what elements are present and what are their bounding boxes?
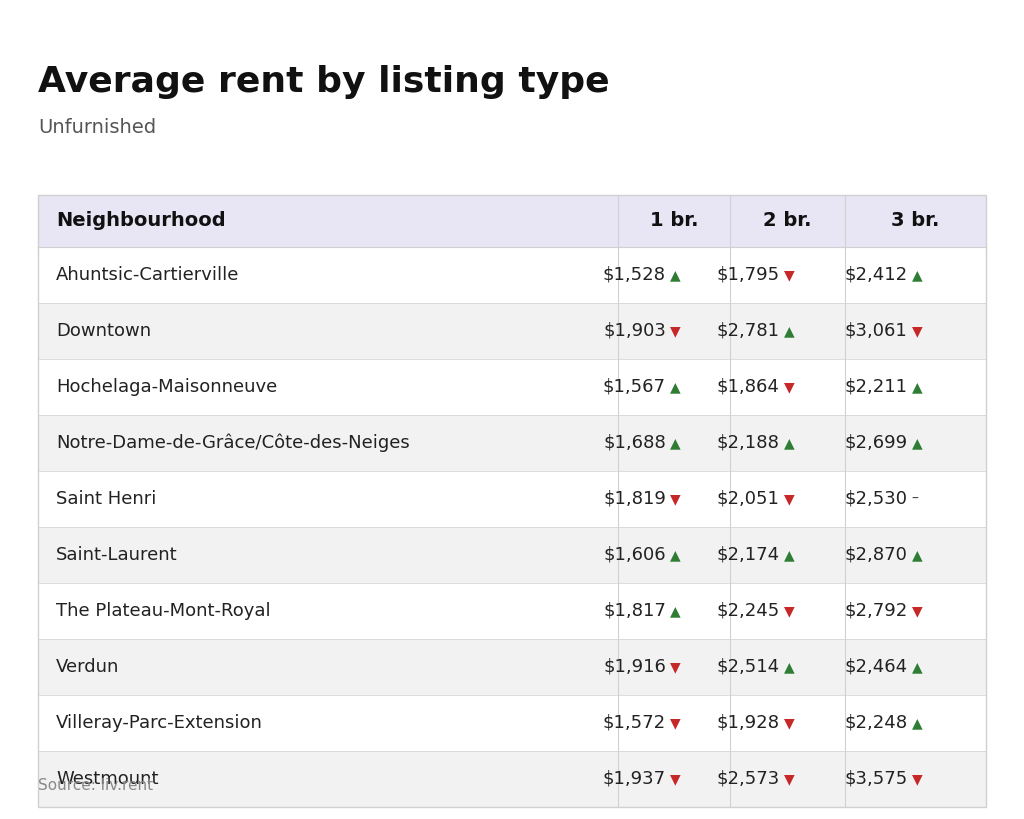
Text: ▲: ▲ xyxy=(911,380,923,394)
Text: ▼: ▼ xyxy=(783,716,795,730)
Text: Hochelaga-Maisonneuve: Hochelaga-Maisonneuve xyxy=(56,378,278,396)
Text: Neighbourhood: Neighbourhood xyxy=(56,211,225,230)
Text: ▼: ▼ xyxy=(670,772,681,786)
Bar xyxy=(38,695,986,751)
Bar xyxy=(38,303,986,359)
Text: The Plateau-Mont-Royal: The Plateau-Mont-Royal xyxy=(56,602,270,620)
Text: $1,688: $1,688 xyxy=(603,434,666,452)
Bar xyxy=(38,415,986,471)
Text: ▲: ▲ xyxy=(670,380,681,394)
Text: $2,464: $2,464 xyxy=(845,658,907,676)
Text: $1,567: $1,567 xyxy=(603,378,666,396)
Text: ▲: ▲ xyxy=(670,604,681,618)
Bar xyxy=(38,195,986,807)
Text: $2,530: $2,530 xyxy=(845,490,907,508)
Text: Notre-Dame-de-Grâce/Côte-des-Neiges: Notre-Dame-de-Grâce/Côte-des-Neiges xyxy=(56,434,410,452)
Text: $2,051: $2,051 xyxy=(717,490,779,508)
Text: $2,699: $2,699 xyxy=(845,434,907,452)
Text: $1,937: $1,937 xyxy=(603,770,666,788)
Bar xyxy=(38,247,986,303)
Text: ▼: ▼ xyxy=(783,772,795,786)
Text: Saint Henri: Saint Henri xyxy=(56,490,157,508)
Text: $1,572: $1,572 xyxy=(603,714,666,732)
Text: $3,061: $3,061 xyxy=(845,322,907,340)
Text: 3 br.: 3 br. xyxy=(891,211,940,230)
Text: $2,188: $2,188 xyxy=(717,434,779,452)
Text: ▲: ▲ xyxy=(783,436,795,450)
Text: ▲: ▲ xyxy=(783,548,795,562)
Text: ▼: ▼ xyxy=(783,380,795,394)
Text: $2,412: $2,412 xyxy=(845,266,907,284)
Text: $3,575: $3,575 xyxy=(844,770,907,788)
Text: $1,528: $1,528 xyxy=(603,266,666,284)
Text: Saint-Laurent: Saint-Laurent xyxy=(56,546,177,564)
Text: ▲: ▲ xyxy=(783,324,795,338)
Bar xyxy=(38,527,986,583)
Text: ▲: ▲ xyxy=(911,436,923,450)
Bar xyxy=(38,471,986,527)
Text: $1,928: $1,928 xyxy=(717,714,779,732)
Text: Average rent by listing type: Average rent by listing type xyxy=(38,65,609,99)
Text: $1,903: $1,903 xyxy=(603,322,666,340)
Text: $1,916: $1,916 xyxy=(603,658,666,676)
Text: ▲: ▲ xyxy=(911,548,923,562)
Text: Villeray-Parc-Extension: Villeray-Parc-Extension xyxy=(56,714,263,732)
Text: –: – xyxy=(911,492,919,506)
Text: Ahuntsic-Cartierville: Ahuntsic-Cartierville xyxy=(56,266,240,284)
Text: ▼: ▼ xyxy=(783,268,795,282)
Text: ▼: ▼ xyxy=(911,604,923,618)
Text: $1,864: $1,864 xyxy=(717,378,779,396)
Text: Unfurnished: Unfurnished xyxy=(38,118,156,137)
Bar xyxy=(38,359,986,415)
Text: $2,870: $2,870 xyxy=(845,546,907,564)
Text: ▲: ▲ xyxy=(783,660,795,674)
Text: $2,248: $2,248 xyxy=(845,714,907,732)
Text: ▼: ▼ xyxy=(783,492,795,506)
Text: ▼: ▼ xyxy=(783,604,795,618)
Text: $1,795: $1,795 xyxy=(717,266,779,284)
Text: Downtown: Downtown xyxy=(56,322,152,340)
Text: $2,514: $2,514 xyxy=(717,658,779,676)
Text: $2,245: $2,245 xyxy=(716,602,779,620)
Bar xyxy=(38,751,986,807)
Text: 2 br.: 2 br. xyxy=(763,211,812,230)
Bar xyxy=(38,195,986,247)
Text: ▼: ▼ xyxy=(911,324,923,338)
Text: ▲: ▲ xyxy=(911,268,923,282)
Text: Source: liv.rent: Source: liv.rent xyxy=(38,778,154,793)
Text: $2,573: $2,573 xyxy=(716,770,779,788)
Text: ▲: ▲ xyxy=(670,436,681,450)
Bar xyxy=(38,639,986,695)
Text: $2,781: $2,781 xyxy=(717,322,779,340)
Text: Verdun: Verdun xyxy=(56,658,120,676)
Text: ▼: ▼ xyxy=(670,324,681,338)
Text: ▲: ▲ xyxy=(911,716,923,730)
Text: 1 br.: 1 br. xyxy=(650,211,698,230)
Bar xyxy=(38,583,986,639)
Text: $2,174: $2,174 xyxy=(717,546,779,564)
Text: ▲: ▲ xyxy=(670,548,681,562)
Text: $1,819: $1,819 xyxy=(603,490,666,508)
Text: $2,211: $2,211 xyxy=(845,378,907,396)
Text: $1,817: $1,817 xyxy=(603,602,666,620)
Text: Westmount: Westmount xyxy=(56,770,159,788)
Text: $2,792: $2,792 xyxy=(844,602,907,620)
Text: ▼: ▼ xyxy=(670,492,681,506)
Text: ▼: ▼ xyxy=(670,716,681,730)
Text: ▲: ▲ xyxy=(911,660,923,674)
Text: ▼: ▼ xyxy=(911,772,923,786)
Text: ▲: ▲ xyxy=(670,268,681,282)
Text: $1,606: $1,606 xyxy=(603,546,666,564)
Text: ▼: ▼ xyxy=(670,660,681,674)
